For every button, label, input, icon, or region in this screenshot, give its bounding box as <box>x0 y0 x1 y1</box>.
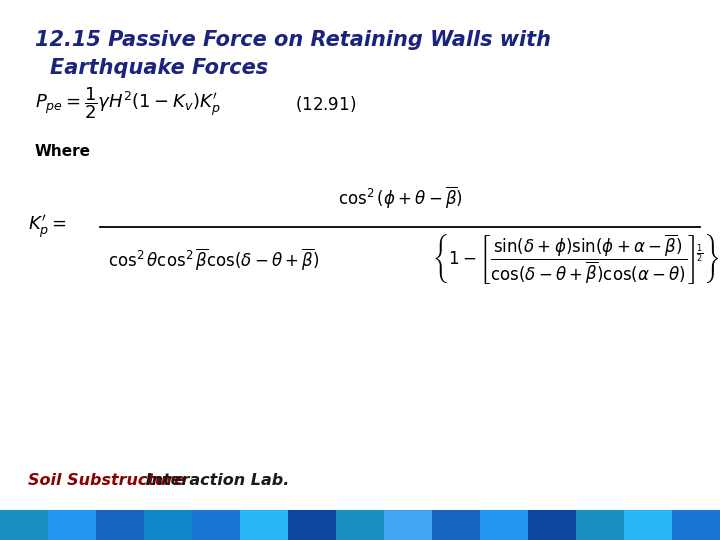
Text: Soil Substructure: Soil Substructure <box>28 473 185 488</box>
Bar <box>144 508 192 540</box>
Bar <box>624 508 672 540</box>
Bar <box>432 508 480 540</box>
Text: $K^{\prime}_p =$: $K^{\prime}_p =$ <box>28 213 67 241</box>
Text: Earthquake Forces: Earthquake Forces <box>50 58 268 78</box>
Text: $\cos^2(\phi + \theta - \overline{\beta})$: $\cos^2(\phi + \theta - \overline{\beta}… <box>338 185 462 211</box>
Text: $\cos^2\theta\cos^2\overline{\beta}\cos(\delta - \theta + \overline{\beta})$: $\cos^2\theta\cos^2\overline{\beta}\cos(… <box>108 246 320 272</box>
Bar <box>672 508 720 540</box>
Bar <box>528 508 576 540</box>
Text: $\left\{1 - \left[\dfrac{\sin(\delta+\phi)\sin(\phi+\alpha-\overline{\beta})}{\c: $\left\{1 - \left[\dfrac{\sin(\delta+\ph… <box>432 232 720 286</box>
Bar <box>480 508 528 540</box>
Bar <box>288 508 336 540</box>
Text: Where: Where <box>35 144 91 159</box>
Bar <box>336 508 384 540</box>
Bar <box>384 508 432 540</box>
Text: $P_{pe} = \dfrac{1}{2}\gamma H^2(1 - K_v)K^{\prime}_p$: $P_{pe} = \dfrac{1}{2}\gamma H^2(1 - K_v… <box>35 86 220 122</box>
Bar <box>240 508 288 540</box>
Bar <box>48 508 96 540</box>
Text: $(12.91)$: $(12.91)$ <box>295 93 356 113</box>
Bar <box>576 508 624 540</box>
Text: Interaction Lab.: Interaction Lab. <box>140 473 289 488</box>
Bar <box>0 508 48 540</box>
Text: 12.15 Passive Force on Retaining Walls with: 12.15 Passive Force on Retaining Walls w… <box>35 30 551 50</box>
Bar <box>192 508 240 540</box>
Bar <box>96 508 144 540</box>
